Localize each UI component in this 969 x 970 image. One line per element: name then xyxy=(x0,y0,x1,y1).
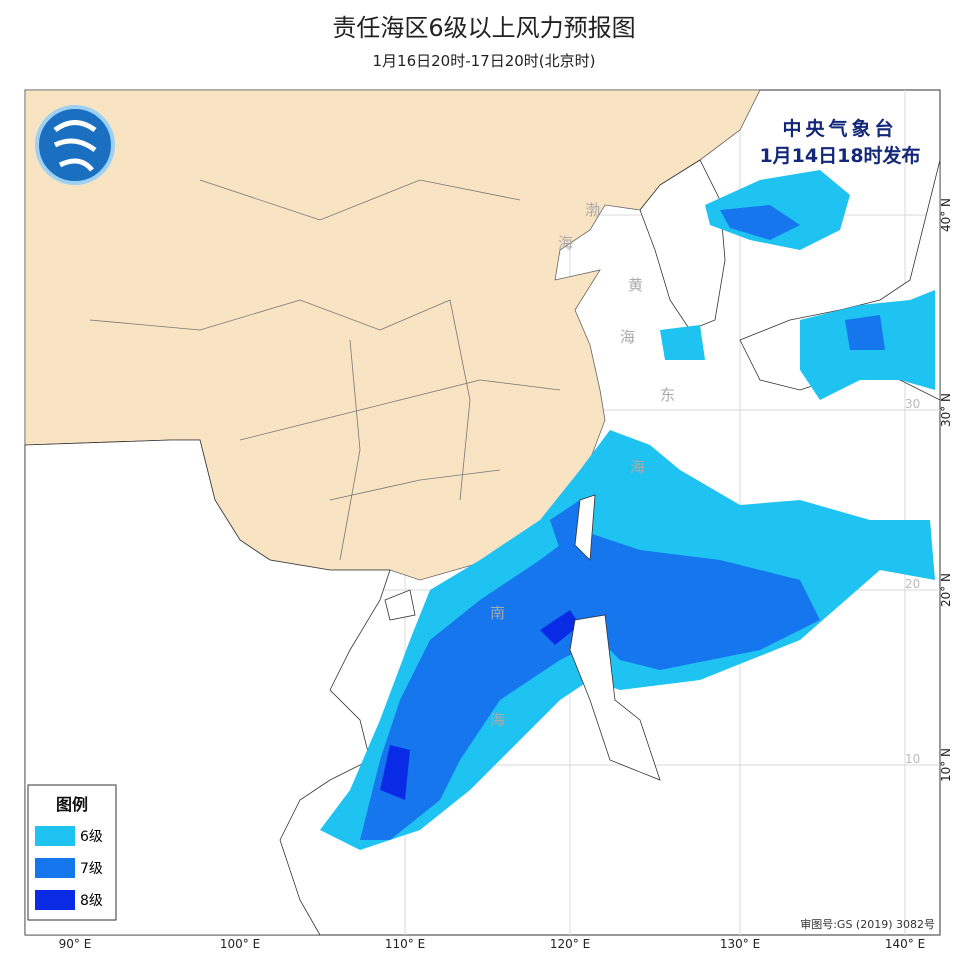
issue-time: 1月14日18时发布 xyxy=(759,144,920,167)
lon-labels: 90° E 100° E 110° E 120° E 130° E 140° E xyxy=(59,937,925,951)
issuer-name: 中央气象台 xyxy=(782,117,897,140)
inner-lat-labels: 30 20 10 xyxy=(905,397,920,766)
sea-label: 海 xyxy=(490,711,505,729)
philippines xyxy=(569,614,661,781)
legend-swatch xyxy=(35,858,75,878)
legend: 图例 6级 7级 8级 xyxy=(27,784,117,921)
legend-label: 6级 xyxy=(80,829,103,845)
wind-areas xyxy=(320,170,935,850)
wind-area-8 xyxy=(540,610,580,645)
wind-area-6 xyxy=(660,325,705,360)
lat-label: 10° N xyxy=(939,748,953,782)
sea-label: 渤 xyxy=(585,201,600,219)
wind-area-8 xyxy=(380,745,410,800)
legend-swatch xyxy=(35,890,75,910)
lon-label: 90° E xyxy=(59,937,92,951)
sea-label: 海 xyxy=(630,458,645,476)
korea-land xyxy=(639,159,726,331)
inner-lat-label: 30 xyxy=(905,397,920,411)
sea-label: 黄 xyxy=(628,276,643,294)
lon-label: 100° E xyxy=(220,937,260,951)
legend-label: 8级 xyxy=(80,893,103,909)
subtitle: 1月16日20时-17日20时(北京时) xyxy=(372,52,595,70)
hainan xyxy=(384,589,416,621)
cma-logo-mark xyxy=(53,120,97,172)
inner-lat-label: 10 xyxy=(905,752,920,766)
sea-labels: 渤 海 黄 海 东 海 南 海 xyxy=(490,201,675,729)
lat-label: 20° N xyxy=(939,573,953,607)
lat-labels: 40° N 30° N 20° N 10° N xyxy=(939,198,953,782)
wind-area-7 xyxy=(360,530,820,840)
taiwan xyxy=(574,494,596,561)
wind-area-7 xyxy=(720,205,800,240)
lon-label: 120° E xyxy=(550,937,590,951)
legend-swatch xyxy=(35,826,75,846)
sea-label: 海 xyxy=(558,234,573,252)
province-borders xyxy=(89,179,561,561)
lon-label: 130° E xyxy=(720,937,760,951)
title: 责任海区6级以上风力预报图 xyxy=(332,14,635,42)
wind-area-7 xyxy=(845,315,885,350)
approval-number: 审图号:GS (2019) 3082号 xyxy=(800,917,935,931)
cma-logo xyxy=(35,105,115,185)
inner-lat-label: 20 xyxy=(905,577,920,591)
lat-label: 30° N xyxy=(939,393,953,427)
lon-label: 110° E xyxy=(385,937,425,951)
legend-label: 7级 xyxy=(80,861,103,877)
lat-label: 40° N xyxy=(939,198,953,232)
sea-label: 海 xyxy=(620,328,635,346)
lon-label: 140° E xyxy=(885,937,925,951)
sea-label: 南 xyxy=(490,604,505,622)
legend-title: 图例 xyxy=(56,795,88,814)
sea-label: 东 xyxy=(660,386,675,404)
